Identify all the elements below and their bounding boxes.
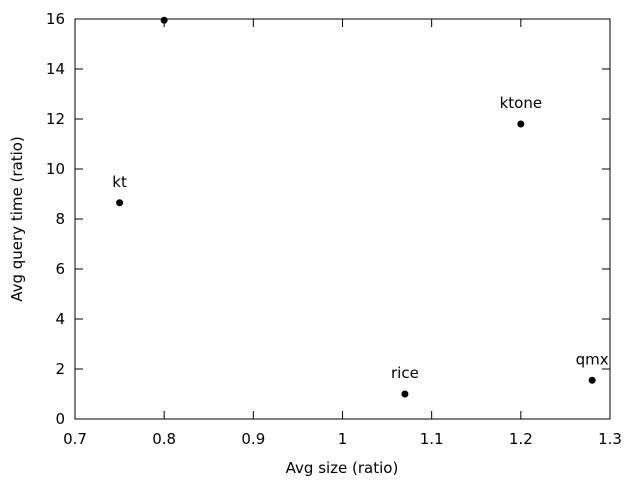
data-point — [116, 199, 124, 207]
y-tick-label: 8 — [55, 210, 65, 228]
x-tick-label: 0.9 — [241, 430, 265, 448]
data-point — [160, 16, 168, 24]
axes: 0.7 0.8 0.9 1 1.1 1.2 1.3 0 2 4 6 8 10 12 14 16 — [46, 10, 622, 448]
y-tick-label: 10 — [46, 160, 65, 178]
point-label-ktone: ktone — [500, 94, 542, 112]
data-points: kt ktone rice qmx — [112, 16, 609, 398]
x-tick-label: 1.1 — [420, 430, 444, 448]
x-tick-label: 0.8 — [152, 430, 176, 448]
data-point — [517, 120, 525, 128]
x-axis-label: Avg size (ratio) — [286, 459, 399, 477]
data-point — [588, 376, 596, 384]
y-tick-label: 16 — [46, 10, 65, 28]
x-tick-label: 0.7 — [63, 430, 87, 448]
x-tick-label: 1 — [338, 430, 348, 448]
x-tick-label: 1.3 — [598, 430, 622, 448]
data-point — [401, 390, 409, 398]
point-label-qmx: qmx — [576, 350, 609, 368]
y-tick-label: 6 — [55, 260, 65, 278]
y-tick-label: 12 — [46, 110, 65, 128]
y-tick-label: 4 — [55, 310, 65, 328]
plot-frame — [74, 18, 611, 420]
point-label-rice: rice — [391, 364, 419, 382]
y-axis-label: Avg query time (ratio) — [8, 136, 26, 302]
x-tick-label: 1.2 — [509, 430, 533, 448]
point-label-kt: kt — [112, 173, 127, 191]
y-tick-label: 14 — [46, 60, 65, 78]
y-tick-label: 2 — [55, 360, 65, 378]
y-tick-label: 0 — [55, 410, 65, 428]
